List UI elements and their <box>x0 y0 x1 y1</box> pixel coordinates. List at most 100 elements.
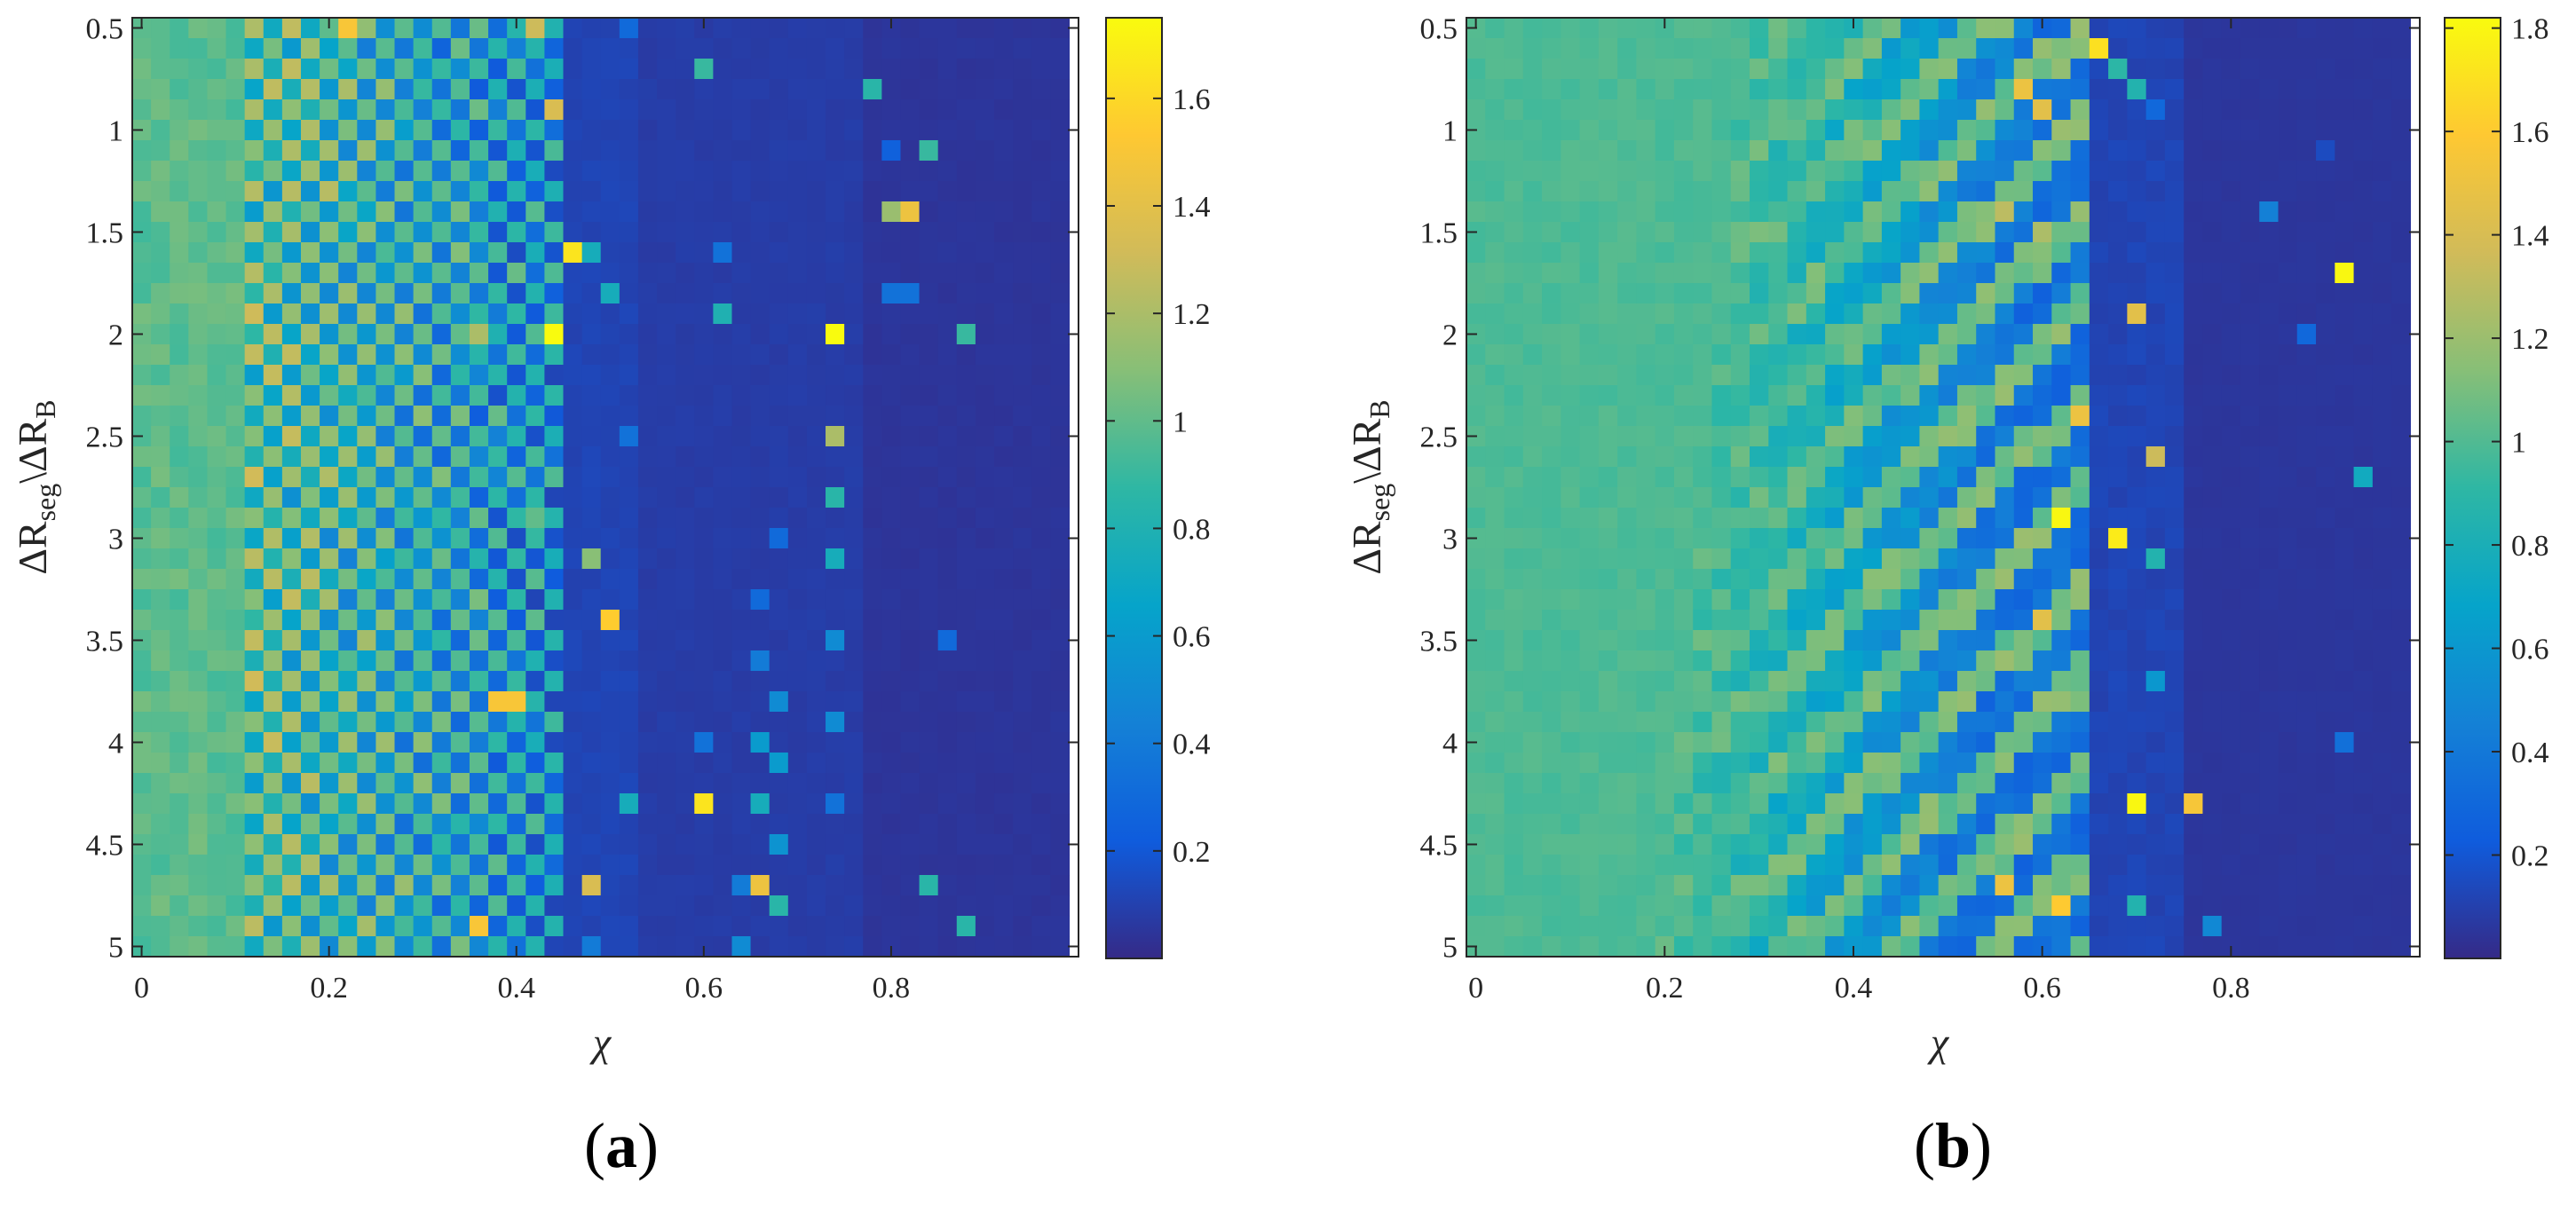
heatmap-cell <box>694 895 714 917</box>
heatmap-cell <box>188 650 209 672</box>
heatmap-cell <box>244 283 265 304</box>
heatmap-cell <box>1956 875 1977 896</box>
heatmap-cell <box>1995 263 2015 284</box>
heatmap-cell <box>844 365 864 386</box>
heatmap-cell <box>1711 120 1732 141</box>
heatmap-cell <box>750 548 770 570</box>
heatmap-cell <box>2391 242 2411 264</box>
heatmap-cell <box>170 181 189 202</box>
heatmap-cell <box>544 59 565 80</box>
heatmap-cell <box>244 916 265 937</box>
heatmap-cell <box>2164 446 2185 468</box>
heatmap-cell <box>207 834 227 855</box>
heatmap-cell <box>2033 303 2052 325</box>
heatmap-cell <box>2296 38 2317 59</box>
heatmap-cell <box>806 344 826 366</box>
heatmap-cell <box>1504 589 1524 611</box>
heatmap-cell <box>769 467 789 488</box>
heatmap-cell <box>619 59 639 80</box>
heatmap-cell <box>394 324 415 345</box>
heatmap-cell <box>1730 140 1750 162</box>
heatmap-cell <box>1806 936 1826 958</box>
heatmap-cell <box>2164 916 2185 937</box>
heatmap-cell <box>2184 79 2204 100</box>
heatmap-cell <box>2335 79 2355 100</box>
heatmap-cell <box>1561 712 1581 733</box>
heatmap-cell <box>713 324 733 345</box>
colorbar-tick-label: 1 <box>1173 406 1188 438</box>
heatmap-cell <box>225 446 246 468</box>
heatmap-cell <box>1730 222 1750 243</box>
heatmap-cell <box>2127 508 2147 529</box>
heatmap-cell <box>1561 467 1581 488</box>
heatmap-cell <box>263 753 283 774</box>
heatmap-cell <box>338 406 358 427</box>
heatmap-cell <box>1768 712 1789 733</box>
heatmap-cell <box>2127 242 2147 264</box>
heatmap-cell <box>394 691 415 713</box>
heatmap-cell <box>863 589 882 611</box>
heatmap-cell <box>1542 324 1561 345</box>
heatmap-cell <box>2221 855 2241 876</box>
heatmap-cell <box>132 508 152 529</box>
heatmap-cell <box>2335 814 2355 835</box>
heatmap-cell <box>2202 38 2223 59</box>
heatmap-cell <box>769 691 789 713</box>
heatmap-cell <box>338 671 358 692</box>
heatmap-cell <box>525 569 545 590</box>
heatmap-cell <box>1485 324 1505 345</box>
heatmap-cell <box>320 691 339 713</box>
heatmap-cell <box>170 589 189 611</box>
heatmap-cell <box>2353 589 2374 611</box>
heatmap-cell <box>488 406 508 427</box>
heatmap-cell <box>338 59 358 80</box>
heatmap-cell <box>2184 528 2204 549</box>
heatmap-cell <box>694 814 714 835</box>
heatmap-cell <box>207 753 227 774</box>
heatmap-cell <box>731 834 752 855</box>
heatmap-cell <box>1561 38 1581 59</box>
heatmap-cell <box>1919 875 1940 896</box>
heatmap-cell <box>619 589 639 611</box>
heatmap-cell <box>281 569 302 590</box>
heatmap-cell <box>2353 610 2374 631</box>
heatmap-cell <box>806 365 826 386</box>
heatmap-cell <box>2013 79 2034 100</box>
heatmap-cell <box>2184 59 2204 80</box>
heatmap-cell <box>2070 426 2090 447</box>
heatmap-cell <box>469 99 489 121</box>
heatmap-cell <box>1598 161 1618 182</box>
heatmap-cell <box>1636 344 1656 366</box>
heatmap-cell <box>1881 834 1901 855</box>
heatmap-cell <box>2335 732 2355 753</box>
heatmap-cell <box>787 38 808 59</box>
heatmap-cell <box>151 936 170 958</box>
heatmap-cell <box>713 569 733 590</box>
heatmap-cell <box>1956 712 1977 733</box>
heatmap-cell <box>1693 120 1713 141</box>
heatmap-cell <box>2145 773 2166 794</box>
heatmap-cell <box>1768 875 1789 896</box>
y-tick-label: 1.5 <box>1420 217 1458 250</box>
heatmap-cell <box>2145 610 2166 631</box>
heatmap-cell <box>300 855 320 876</box>
heatmap-cell <box>2089 79 2109 100</box>
heatmap-cell <box>1750 222 1769 243</box>
heatmap-cell <box>2089 691 2109 713</box>
heatmap-cell <box>2296 487 2317 508</box>
heatmap-cell <box>956 773 976 794</box>
heatmap-cell <box>2353 263 2374 284</box>
heatmap-cell <box>394 303 415 325</box>
heatmap-cell <box>2089 753 2109 774</box>
heatmap-cell <box>937 630 958 651</box>
heatmap-cell <box>769 18 789 39</box>
heatmap-cell <box>1938 875 1958 896</box>
heatmap-cell <box>132 895 152 917</box>
heatmap-cell <box>1693 732 1713 753</box>
heatmap-cell <box>2145 365 2166 386</box>
heatmap-cell <box>2013 528 2034 549</box>
heatmap-cell <box>1542 630 1561 651</box>
heatmap-cell <box>1522 181 1543 202</box>
heatmap-cell <box>450 263 470 284</box>
heatmap-cell <box>1976 385 1996 406</box>
